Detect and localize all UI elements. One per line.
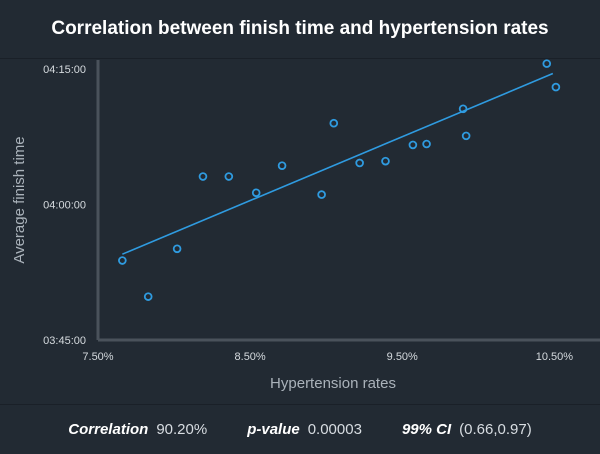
data-point xyxy=(422,139,431,149)
data-point xyxy=(251,188,261,198)
x-tick-label: 8.50% xyxy=(235,351,266,363)
data-point xyxy=(355,158,364,168)
data-point xyxy=(198,172,208,181)
ci-label: 99% CI xyxy=(401,421,452,438)
y-axis-title: Average finish time xyxy=(11,136,28,263)
correlation-value: 90.20% xyxy=(156,421,208,438)
data-point xyxy=(317,190,326,199)
x-tick-label: 9.50% xyxy=(387,351,418,363)
pvalue-value: 0.00003 xyxy=(307,421,362,438)
y-tick-labels: 03:45:00 04:00:00 04:15:00 xyxy=(43,64,86,347)
scatter-chart: 03:45:00 04:00:00 04:15:00 7.50% 8.50% 9.50%… xyxy=(11,59,600,392)
trendline xyxy=(122,72,554,255)
data-point xyxy=(224,172,234,181)
data-points xyxy=(118,59,561,301)
stats-footer: Correlation 90.20% p-value 0.00003 99% C… xyxy=(0,404,600,454)
data-point xyxy=(458,104,468,114)
data-point xyxy=(143,292,153,301)
title-bar: Correlation between finish time and hype… xyxy=(0,0,600,59)
y-tick-label: 04:00:00 xyxy=(43,200,86,212)
x-tick-labels: 7.50% 8.50% 9.50% 10.50% xyxy=(82,351,573,363)
data-point xyxy=(408,140,418,150)
chart-title: Correlation between finish time and hype… xyxy=(51,18,549,39)
data-point xyxy=(461,131,471,141)
data-point xyxy=(542,59,552,68)
data-point xyxy=(329,118,339,128)
pvalue-label: p-value xyxy=(247,421,300,438)
x-tick-label: 7.50% xyxy=(82,351,113,363)
data-point xyxy=(118,256,127,265)
y-tick-label: 04:15:00 xyxy=(43,64,86,76)
x-axis-title: Hypertension rates xyxy=(270,375,396,392)
data-point xyxy=(172,244,182,254)
x-tick-label: 10.50% xyxy=(536,351,574,363)
correlation-label: Correlation xyxy=(68,421,149,438)
data-point xyxy=(381,156,390,166)
data-point xyxy=(551,82,561,92)
y-tick-label: 03:45:00 xyxy=(43,335,86,347)
ci-value: (0.66,0.97) xyxy=(459,421,532,438)
data-point xyxy=(277,161,287,170)
